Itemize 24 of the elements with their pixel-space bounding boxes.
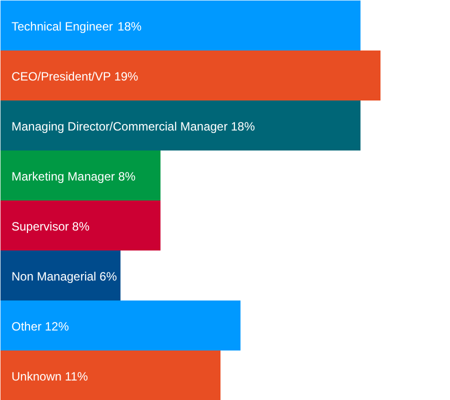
data-label: 8%: [118, 170, 136, 184]
data-label: 11%: [64, 370, 88, 384]
data-label: 18%: [230, 120, 256, 134]
y-tick-label: Supervisor: [12, 220, 69, 234]
bar: [0, 100, 360, 150]
y-tick-label: Non Managerial: [12, 270, 96, 284]
bar: [0, 350, 220, 400]
bar: [0, 300, 240, 350]
data-label: 8%: [72, 220, 90, 234]
data-label: 19%: [114, 70, 139, 84]
bar: [0, 200, 160, 250]
data-label: 12%: [44, 320, 70, 334]
data-label: 18%: [118, 20, 142, 34]
bar: [0, 0, 360, 50]
y-tick-label: Marketing Manager: [12, 170, 115, 184]
bar: [0, 250, 120, 300]
y-tick-label: Other: [12, 320, 42, 334]
y-tick-label: Managing Director/Commercial Manager: [12, 120, 228, 134]
y-tick-label: Unknown: [12, 370, 62, 384]
bar: [0, 50, 380, 100]
bar: [0, 150, 160, 200]
y-tick-label: Technical Engineer: [12, 20, 113, 34]
y-tick-label: CEO/President/VP: [12, 70, 111, 84]
data-label: 6%: [100, 270, 118, 284]
